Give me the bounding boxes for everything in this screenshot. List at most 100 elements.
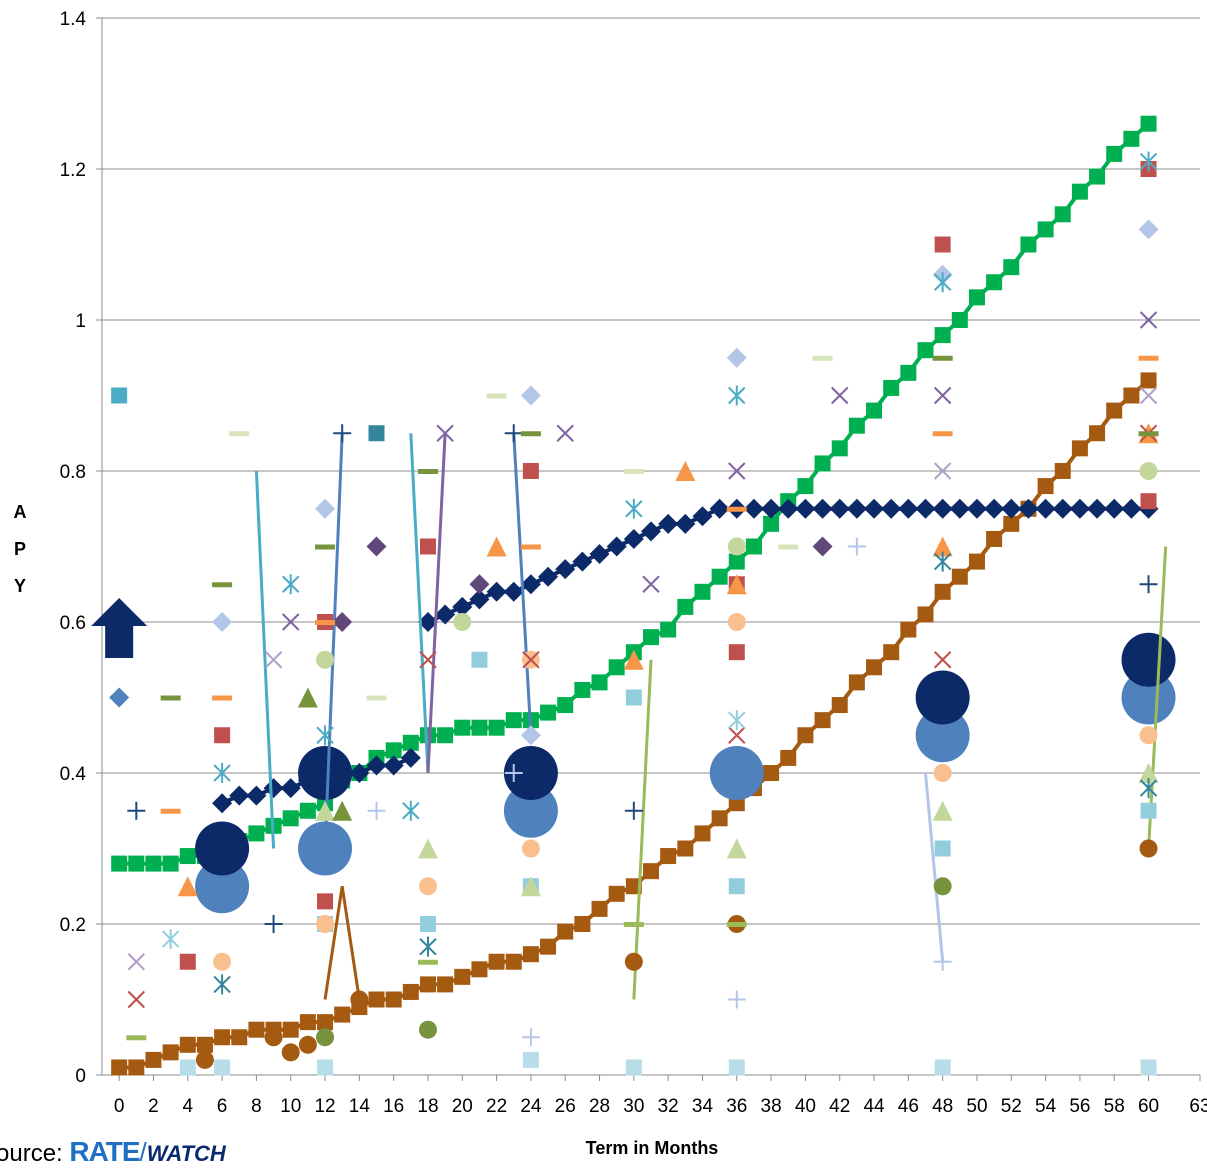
series-line	[323, 886, 361, 1000]
diamond-marker	[692, 506, 713, 527]
series-4	[195, 670, 1176, 914]
dash-marker	[160, 695, 181, 701]
x-tick-label: 40	[795, 1096, 816, 1117]
dash-marker	[126, 1035, 147, 1041]
star-marker	[161, 929, 180, 950]
series-10	[409, 433, 430, 774]
triangle-marker	[726, 838, 747, 859]
circle-marker	[418, 1020, 437, 1039]
x-tick-label: 24	[520, 1096, 542, 1117]
diamond-marker	[435, 604, 456, 625]
diamond-marker	[898, 498, 919, 519]
square-marker	[437, 976, 454, 993]
square-marker	[385, 991, 402, 1008]
x-marker	[728, 462, 746, 480]
square-marker	[1071, 183, 1088, 200]
triangle-marker	[1138, 763, 1159, 783]
diamond-marker	[469, 574, 490, 595]
circle-marker	[933, 877, 952, 896]
series-3	[417, 498, 1159, 632]
plus-marker	[333, 424, 352, 443]
square-marker	[986, 530, 1003, 547]
square-marker	[128, 855, 145, 872]
square-marker	[728, 644, 745, 661]
square-marker	[797, 478, 814, 495]
circle-marker	[316, 915, 335, 933]
square-marker	[334, 1006, 351, 1023]
circle-marker	[727, 613, 746, 631]
source-prefix: ource:	[0, 1140, 63, 1167]
star-marker	[728, 385, 746, 406]
circle-marker	[727, 537, 746, 556]
series-line	[1147, 546, 1168, 849]
dash-marker	[778, 544, 799, 550]
diamond-marker	[538, 566, 559, 587]
square-marker	[745, 538, 762, 555]
square-marker	[917, 342, 934, 359]
square-marker	[368, 425, 385, 442]
square-marker	[643, 863, 659, 880]
series-39	[160, 355, 1159, 814]
triangle-marker	[297, 687, 318, 708]
square-marker	[317, 893, 334, 910]
square-marker	[454, 968, 471, 985]
large-circle-marker	[195, 821, 250, 876]
square-marker	[1140, 115, 1157, 132]
x-marker	[1139, 386, 1158, 405]
square-marker	[557, 697, 574, 714]
square-marker	[248, 1021, 265, 1038]
series-24	[297, 687, 353, 821]
diamond-marker	[658, 513, 679, 534]
series-12	[512, 433, 533, 736]
square-marker	[728, 878, 745, 895]
star-marker	[1139, 778, 1158, 799]
diamond-marker	[606, 536, 627, 557]
diamond-marker	[400, 747, 421, 768]
x-marker	[436, 424, 454, 442]
dash-marker	[315, 544, 336, 550]
y-axis-label-letter: A	[14, 502, 27, 522]
dash-marker	[160, 808, 181, 814]
plus-marker	[504, 424, 523, 443]
square-marker	[179, 953, 196, 970]
star-marker	[282, 574, 300, 595]
x-tick-label: 63	[1189, 1096, 1207, 1117]
square-marker	[763, 765, 780, 781]
diamond-marker	[726, 347, 747, 368]
triangle-marker	[177, 876, 198, 897]
x-tick-label: 22	[486, 1096, 507, 1117]
circle-marker	[933, 764, 952, 782]
square-marker	[591, 900, 608, 917]
square-marker	[608, 885, 625, 902]
diamond-marker	[332, 612, 353, 632]
square-marker	[848, 674, 865, 691]
square-marker	[111, 1059, 128, 1076]
diamond-marker	[315, 498, 336, 519]
series-line	[632, 659, 653, 1000]
x-tick-label: 16	[383, 1096, 404, 1117]
dash-marker	[932, 431, 953, 437]
triangle-marker	[623, 649, 644, 670]
diamond-marker	[109, 687, 130, 708]
diamond-marker	[263, 778, 284, 799]
x-marker	[282, 613, 300, 631]
dash-marker	[212, 582, 233, 588]
square-marker	[505, 712, 522, 729]
dash-marker	[932, 355, 953, 361]
star-marker	[625, 498, 643, 519]
square-marker	[282, 810, 299, 827]
square-marker	[317, 1014, 334, 1031]
large-circle-marker	[195, 859, 250, 914]
triangle-marker	[726, 574, 747, 595]
x-marker	[642, 575, 660, 593]
diamond-marker	[1035, 498, 1056, 519]
square-marker	[471, 961, 488, 978]
diamond-marker	[212, 793, 233, 814]
square-marker	[608, 659, 625, 676]
dash-marker	[726, 506, 747, 512]
square-marker	[574, 681, 591, 698]
diamond-marker	[417, 612, 438, 632]
square-marker	[111, 855, 128, 872]
series-17	[924, 772, 945, 962]
